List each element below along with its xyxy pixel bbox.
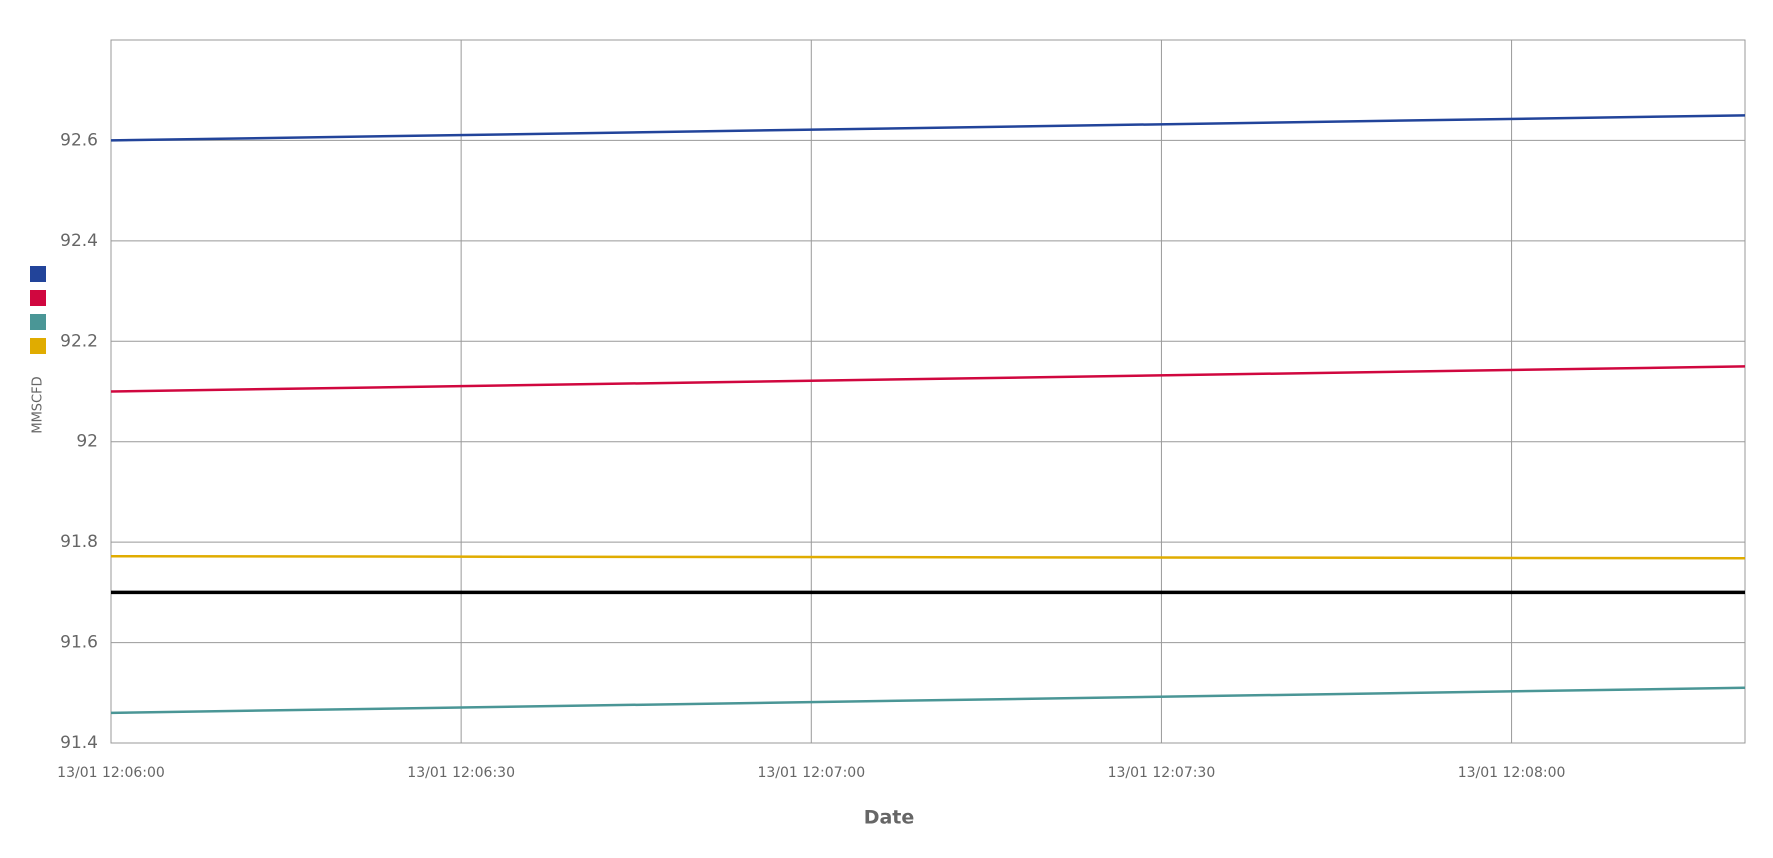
y-tick-label: 92.4 [60,231,98,251]
y-tick-label: 91.6 [60,633,98,653]
x-tick-label: 13/01 12:07:30 [1108,765,1216,781]
x-tick-label: 13/01 12:07:00 [757,765,865,781]
x-axis-label: Date [864,807,915,829]
y-tick-label: 92 [76,432,98,452]
y-tick-label: 91.8 [60,532,98,552]
y-axis-label: MMSCFD [31,376,46,433]
x-tick-label: 13/01 12:08:00 [1458,765,1566,781]
x-tick-label: 13/01 12:06:30 [407,765,515,781]
series-line [110,365,1746,393]
series-line [110,554,1746,560]
series-line [110,686,1746,715]
legend-swatch [30,338,46,354]
legend-swatch [30,290,46,306]
y-tick-label: 91.4 [60,733,98,753]
plot-border [110,39,1746,744]
legend-swatch [30,266,46,282]
legend-swatch [30,314,46,330]
y-tick-label: 92.6 [60,130,98,150]
y-tick-label: 92.2 [60,331,98,351]
series-line [110,114,1746,142]
x-tick-label: 13/01 12:06:00 [57,765,165,781]
